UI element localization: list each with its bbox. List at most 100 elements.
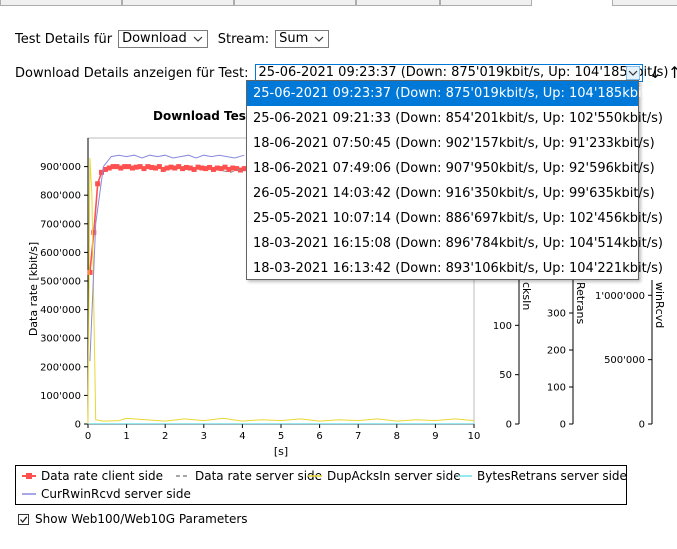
sort-down-icon[interactable]: ↓ xyxy=(648,63,662,82)
secondary-tick-label: 100 xyxy=(547,383,566,394)
direction-select[interactable]: Download xyxy=(118,30,208,48)
x-tick-label: 4 xyxy=(239,431,245,442)
legend-item-client: Data rate client side xyxy=(22,469,163,483)
series-point xyxy=(183,164,189,170)
series-point xyxy=(133,164,139,170)
secondary-axis-label: winRcvd xyxy=(653,282,666,328)
series-point xyxy=(168,164,174,170)
series-point xyxy=(126,164,132,170)
series-point xyxy=(164,165,170,171)
series-point xyxy=(234,166,240,172)
dropdown-option[interactable]: 25-06-2021 09:21:33 (Down: 854'201kbit/s… xyxy=(253,111,663,126)
legend-item-server: Data rate server side xyxy=(176,469,322,483)
series-point xyxy=(106,165,112,171)
x-tick-label: 1 xyxy=(123,431,129,442)
y-tick-label: 0 xyxy=(75,420,81,431)
series-point xyxy=(87,269,93,275)
dropdown-option[interactable]: 18-03-2021 16:13:42 (Down: 893'106kbit/s… xyxy=(253,261,663,276)
series-point xyxy=(99,169,105,175)
chevron-down-icon xyxy=(314,36,324,42)
dropdown-option[interactable]: 25-05-2021 10:07:14 (Down: 886'697kbit/s… xyxy=(253,211,663,226)
series-point xyxy=(156,164,162,170)
tab[interactable] xyxy=(440,0,532,6)
series-point xyxy=(129,165,135,171)
stream-select[interactable]: Sum xyxy=(275,30,330,48)
web100-checkbox[interactable] xyxy=(18,513,29,525)
series-point xyxy=(203,166,209,172)
x-tick-label: 7 xyxy=(355,431,361,442)
series-point xyxy=(149,164,155,170)
y-tick-label: 600'000 xyxy=(40,248,81,259)
direction-select-value: Download xyxy=(122,31,187,46)
legend-swatch-icon xyxy=(458,475,472,477)
series-point xyxy=(222,164,228,170)
secondary-tick-label: 0 xyxy=(639,420,645,431)
x-tick-label: 8 xyxy=(394,431,400,442)
series-point xyxy=(180,166,186,172)
sort-up-icon[interactable]: ↑ xyxy=(667,63,677,82)
series-point xyxy=(153,165,159,171)
dropdown-option[interactable]: 25-06-2021 09:23:37 (Down: 875'019kbit/s… xyxy=(247,81,663,106)
y-tick-label: 500'000 xyxy=(40,277,81,288)
series-point xyxy=(110,164,116,170)
web100-label: Show Web100/Web10G Parameters xyxy=(35,512,248,526)
series-point xyxy=(226,166,232,172)
secondary-axis-label: cksIn xyxy=(520,282,533,310)
series-line-2 xyxy=(223,168,245,173)
y-tick-label: 900'000 xyxy=(40,162,81,173)
tab[interactable] xyxy=(0,0,122,6)
series-point xyxy=(102,166,108,172)
tab-strip xyxy=(0,0,677,6)
secondary-axis-label: Retrans xyxy=(574,282,587,324)
dropdown-option[interactable]: 26-05-2021 14:03:42 (Down: 916'350kbit/s… xyxy=(253,186,655,201)
test-dropdown-list: 25-06-2021 09:23:37 (Down: 875'019kbit/s… xyxy=(246,80,663,280)
test-select-value: 25-06-2021 09:23:37 (Down: 875'019kbit/s… xyxy=(258,65,669,80)
series-point xyxy=(176,164,182,170)
download-details-row: Download Details anzeigen für Test: 25-0… xyxy=(15,64,677,82)
legend-item-rwin: CurRwinRcvd server side xyxy=(22,487,191,501)
dropdown-option[interactable]: 18-06-2021 07:50:45 (Down: 902'157kbit/s… xyxy=(253,136,655,151)
series-point xyxy=(91,229,97,235)
chevron-down-icon xyxy=(625,66,640,80)
tab[interactable] xyxy=(356,0,440,6)
series-point xyxy=(160,166,166,172)
dropdown-option[interactable]: 18-06-2021 07:49:06 (Down: 907'950kbit/s… xyxy=(253,161,655,176)
series-line-5 xyxy=(89,154,245,362)
web100-option[interactable]: Show Web100/Web10G Parameters xyxy=(18,512,248,526)
y-axis-label: Data rate [kbit/s] xyxy=(27,242,40,336)
download-details-label: Download Details anzeigen für Test: xyxy=(15,65,249,81)
series-point xyxy=(122,164,128,170)
checkmark-icon xyxy=(20,515,28,523)
series-point xyxy=(230,165,236,171)
series-point xyxy=(137,164,143,170)
chart-title: Download Tes xyxy=(153,109,246,123)
y-tick-label: 800'000 xyxy=(40,191,81,202)
test-details-row: Test Details für Download Stream: Sum xyxy=(15,30,330,48)
legend-label: Data rate client side xyxy=(41,469,164,483)
series-point xyxy=(141,166,147,172)
tab[interactable] xyxy=(234,0,356,6)
x-tick-label: 9 xyxy=(432,431,438,442)
series-point xyxy=(172,165,178,171)
stream-select-value: Sum xyxy=(279,31,309,46)
legend-swatch-icon xyxy=(22,493,36,495)
y-tick-label: 400'000 xyxy=(40,305,81,316)
test-details-label: Test Details für xyxy=(15,31,113,47)
x-axis-label: [s] xyxy=(274,445,288,458)
legend-label: Data rate server side xyxy=(195,469,323,483)
x-tick-label: 5 xyxy=(278,431,284,442)
legend-swatch-icon xyxy=(176,475,190,477)
dropdown-option[interactable]: 18-03-2021 16:15:08 (Down: 896'784kbit/s… xyxy=(253,236,663,251)
tab[interactable] xyxy=(612,0,677,6)
legend-label: DupAcksIn server side xyxy=(327,469,461,483)
y-tick-label: 700'000 xyxy=(40,219,81,230)
stream-label: Stream: xyxy=(217,31,270,47)
series-point xyxy=(195,164,201,170)
y-tick-label: 100'000 xyxy=(40,391,81,402)
secondary-tick-label: 0 xyxy=(560,420,566,431)
tab[interactable] xyxy=(122,0,234,6)
test-select[interactable]: 25-06-2021 09:23:37 (Down: 875'019kbit/s… xyxy=(254,64,668,82)
secondary-tick-label: 50 xyxy=(499,370,512,381)
secondary-tick-label: 300 xyxy=(547,309,566,320)
y-tick-label: 200'000 xyxy=(40,362,81,373)
